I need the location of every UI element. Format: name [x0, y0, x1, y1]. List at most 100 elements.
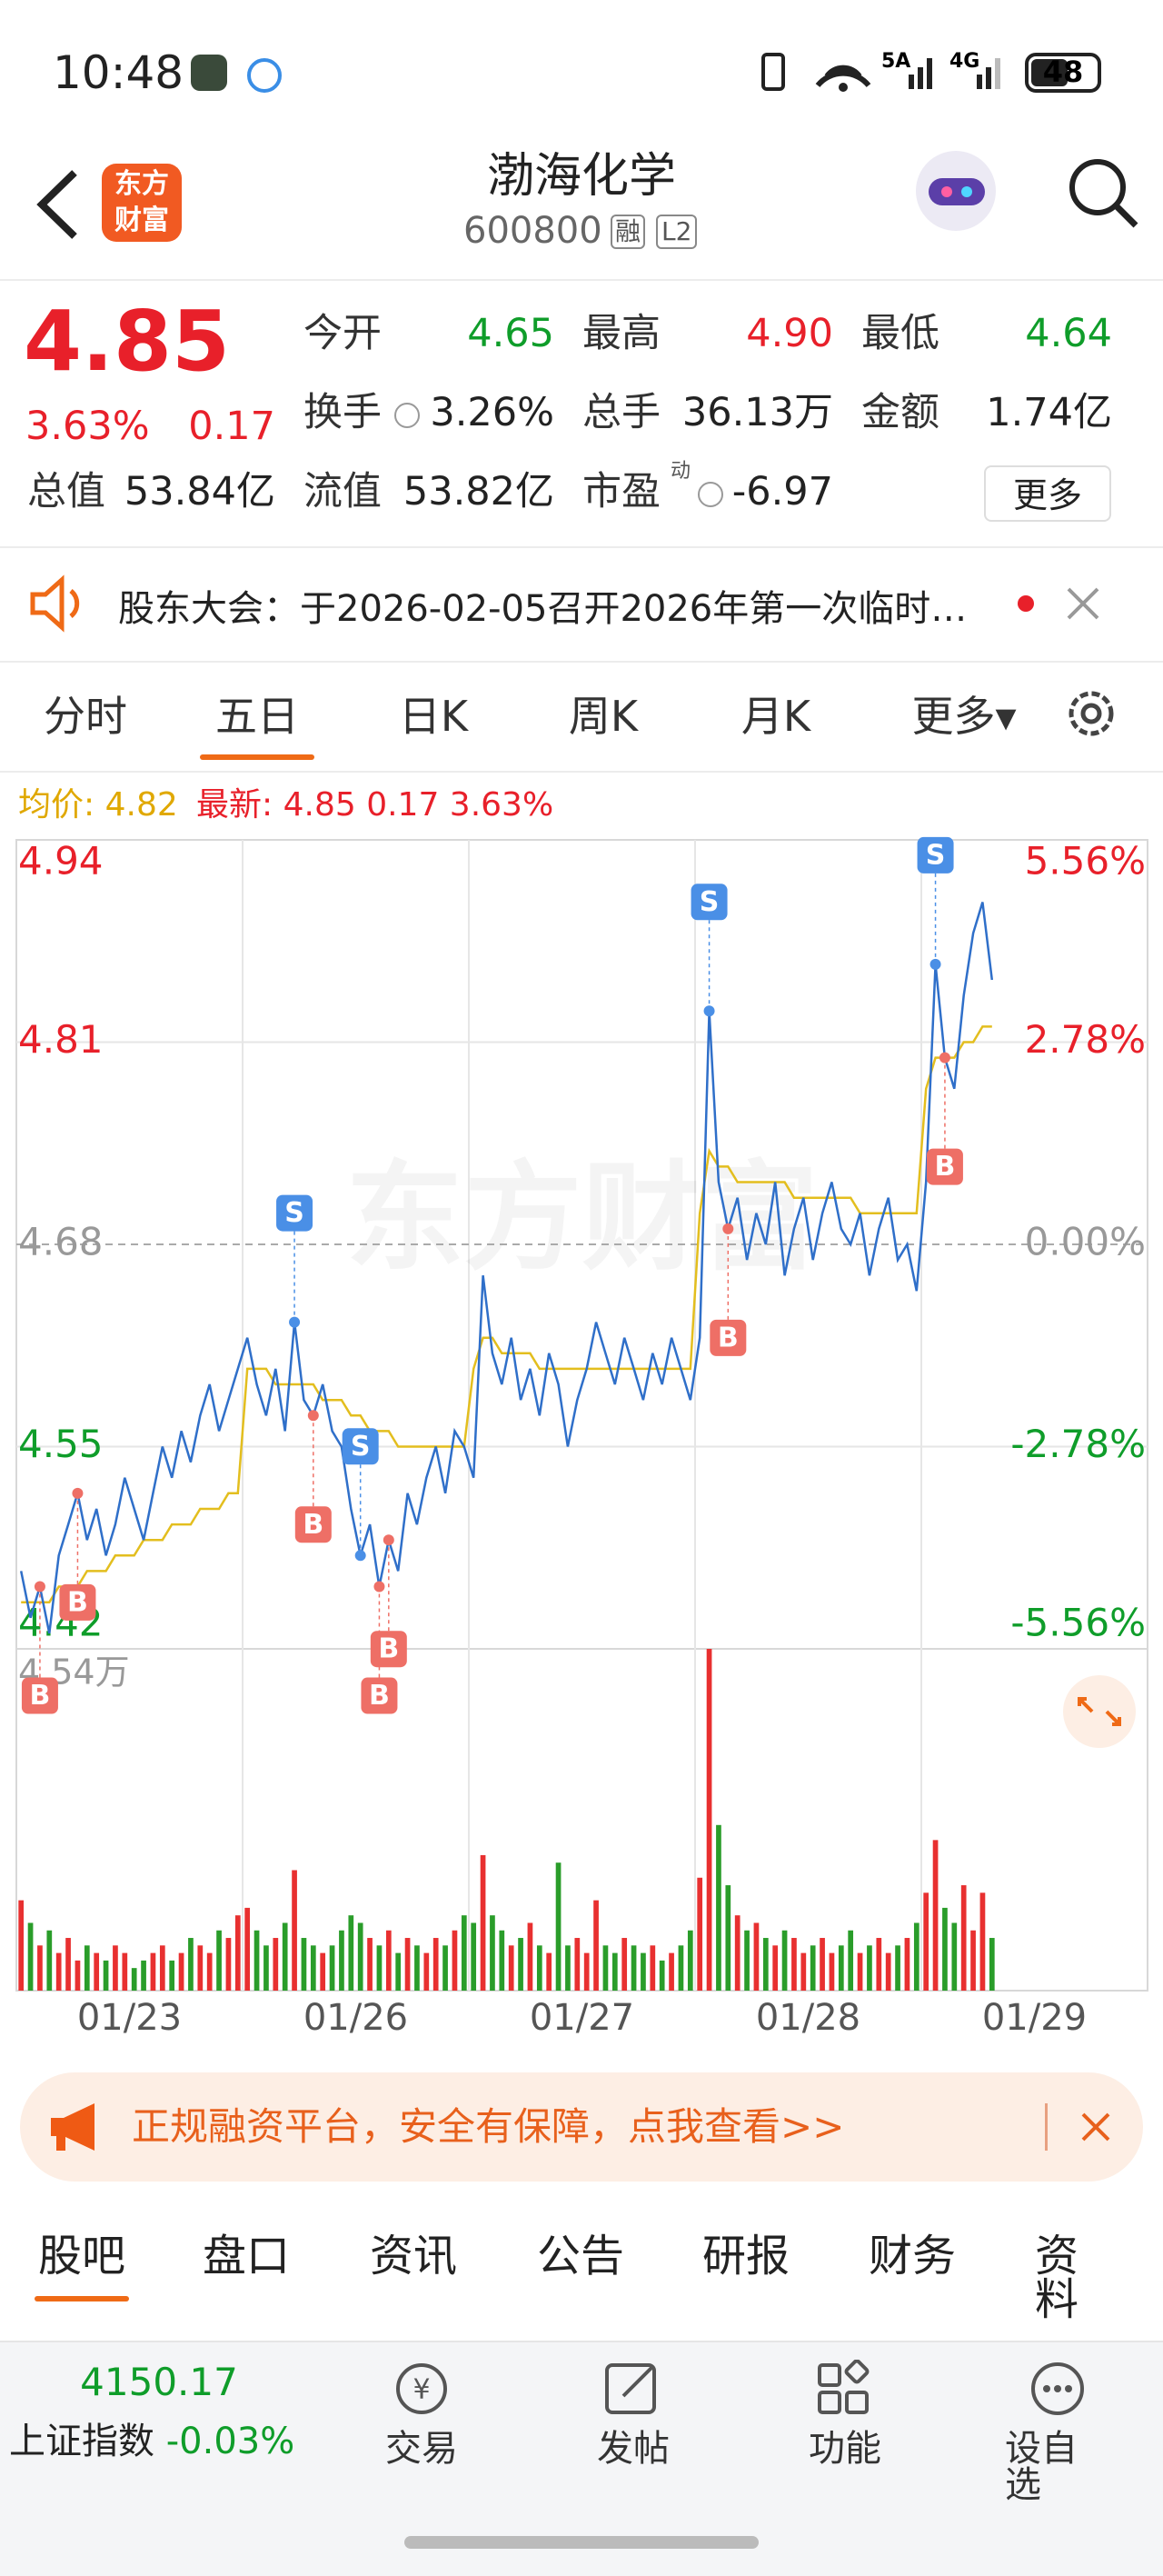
volume-bar	[876, 1938, 882, 1991]
assistant-avatar[interactable]	[909, 145, 1009, 236]
section-tab[interactable]: 资讯	[369, 2231, 458, 2281]
volume-bar	[706, 1649, 712, 1991]
close-button[interactable]	[1065, 585, 1101, 622]
volume-bar	[395, 1952, 402, 1991]
app-icon	[191, 55, 227, 91]
marker-badge	[917, 836, 954, 874]
section-tab[interactable]: 盘口	[202, 2231, 291, 2281]
volume-bar	[687, 1930, 693, 1991]
volume-bar	[188, 1938, 194, 1991]
stock-name: 渤海化学	[486, 149, 677, 204]
chart-tab[interactable]: 周K	[568, 692, 639, 741]
field-label: 总值	[27, 469, 105, 514]
marker-badge	[691, 884, 728, 921]
chart-tab-active[interactable]: 五日	[215, 692, 299, 741]
volume-bar	[301, 1938, 307, 1991]
marker-badge	[361, 1677, 398, 1714]
section-tab[interactable]: 公告	[536, 2231, 625, 2281]
volume-bar	[197, 1945, 204, 1991]
volume-bar	[885, 1952, 891, 1991]
action-label[interactable]: 发帖	[597, 2428, 670, 2470]
chart-tab[interactable]: 分时	[44, 692, 127, 741]
volume-bar	[385, 1930, 392, 1991]
volume-bar	[169, 1960, 175, 1991]
chart-tab[interactable]: 更多▾	[911, 692, 1017, 741]
clock: 10:48	[53, 46, 184, 99]
volume-bar	[423, 1952, 430, 1991]
volume-bar	[131, 1968, 137, 1991]
divider	[0, 279, 1163, 281]
action-label[interactable]: 交易	[385, 2428, 458, 2470]
info-icon[interactable]	[698, 482, 723, 507]
notice-text[interactable]: 股东大会：于2026-02-05召开2026年第一次临时…	[118, 588, 968, 630]
volume-bar	[942, 1907, 948, 1991]
change-amount: 0.17	[188, 404, 275, 449]
volume-bar	[273, 1938, 279, 1991]
action-label[interactable]: 设自选	[1005, 2428, 1078, 2506]
volume-bar	[84, 1945, 90, 1991]
volume-bar	[150, 1952, 156, 1991]
search-button[interactable]	[1061, 153, 1143, 235]
volume-bar	[471, 1922, 477, 1991]
volume-bar	[113, 1945, 118, 1991]
volume-bar	[611, 1952, 618, 1991]
legend-label: 均价:	[18, 786, 95, 824]
field-value: 36.13万	[681, 390, 833, 435]
home-indicator	[404, 2536, 759, 2549]
volume-bar	[122, 1952, 128, 1991]
close-button[interactable]	[1079, 2111, 1112, 2143]
volume-bar	[781, 1930, 788, 1991]
y2-tick-label: 0.00%	[1025, 1220, 1146, 1264]
divider	[0, 546, 1163, 548]
chart-tab[interactable]: 月K	[741, 692, 811, 741]
volume-bar	[838, 1945, 844, 1991]
section-tab[interactable]: 财务	[868, 2231, 957, 2281]
action-label[interactable]: 功能	[809, 2428, 881, 2470]
volume-bar	[75, 1960, 81, 1991]
marker-badge	[59, 1583, 96, 1621]
y-tick-label: 4.68	[18, 1220, 104, 1264]
volume-bar	[669, 1952, 674, 1991]
back-button[interactable]	[27, 164, 91, 245]
volume-bar	[244, 1907, 251, 1991]
x-tick-label: 01/27	[530, 1997, 634, 2039]
section-tab[interactable]: 研报	[701, 2231, 790, 2281]
marker-point	[722, 1223, 734, 1234]
tab-underline	[200, 754, 314, 760]
banner-text[interactable]: 正规融资平台，安全有保障，点我查看>>	[132, 2104, 845, 2149]
volume-bar	[320, 1952, 326, 1991]
volume-bar	[734, 1915, 741, 1991]
index-value[interactable]: 4150.17	[80, 2360, 238, 2404]
app-logo: 东方 财富	[102, 164, 182, 242]
marker-point	[383, 1534, 394, 1546]
expand-button[interactable]	[1063, 1675, 1136, 1748]
index-summary[interactable]: 上证指数 -0.03%	[9, 2423, 294, 2460]
unread-dot	[1018, 595, 1034, 612]
section-tab-active[interactable]: 股吧	[37, 2231, 126, 2281]
field-value: 4.65	[467, 311, 554, 356]
status-icons: 5A 4G 48	[761, 50, 1101, 93]
ad-banner[interactable]	[20, 2072, 1143, 2182]
volume-bar	[697, 1877, 703, 1991]
app-icon	[247, 58, 282, 93]
volume-bar	[546, 1952, 552, 1991]
settings-button[interactable]	[1061, 684, 1121, 744]
info-icon[interactable]	[394, 403, 420, 428]
divider	[0, 661, 1163, 663]
logo-text: 财富	[114, 205, 169, 236]
legend-value: 4.82	[104, 786, 178, 824]
volume-bar	[857, 1952, 863, 1991]
y2-tick-label: 2.78%	[1025, 1017, 1146, 1062]
volume-bar	[631, 1945, 637, 1991]
section-tab[interactable]: 资料	[1035, 2231, 1079, 2325]
chart-tab[interactable]: 日K	[398, 692, 469, 741]
marker-point	[34, 1581, 45, 1593]
more-button[interactable]: 更多	[984, 465, 1111, 522]
field-value: 3.26%	[430, 390, 554, 435]
last-price: 4.85	[24, 293, 230, 390]
volume-bar	[565, 1945, 571, 1991]
volume-bar	[602, 1945, 609, 1991]
volume-bar	[367, 1938, 373, 1991]
